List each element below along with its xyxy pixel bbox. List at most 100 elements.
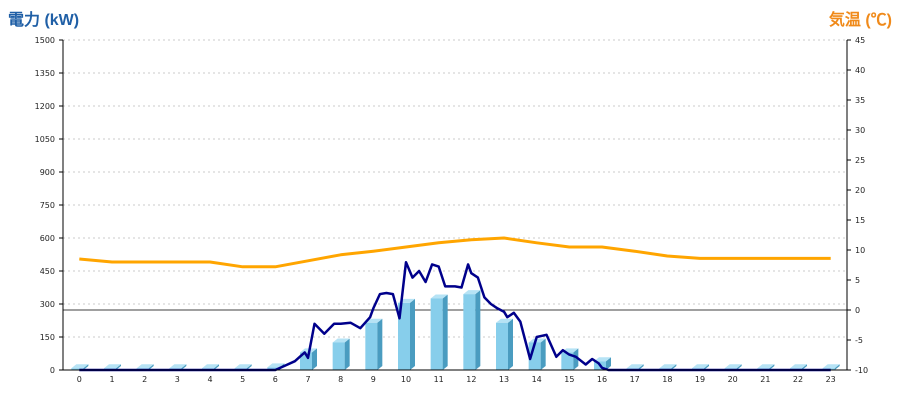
right-tick-label: -5 <box>855 336 863 345</box>
x-tick-label: 10 <box>401 375 411 384</box>
bar-top <box>757 364 775 369</box>
bar <box>463 294 476 370</box>
bar-side <box>214 364 219 370</box>
right-tick-label: 5 <box>855 276 860 285</box>
x-tick-label: 2 <box>142 375 147 384</box>
bar-top <box>234 364 252 369</box>
bar-top <box>692 364 709 369</box>
bar-side <box>181 364 187 370</box>
left-tick-label: 300 <box>40 300 55 309</box>
bar-top <box>169 364 187 369</box>
right-tick-label: 15 <box>855 216 865 225</box>
bar <box>496 322 508 370</box>
x-tick-label: 18 <box>662 375 672 384</box>
bar-side <box>671 364 677 370</box>
bar-top <box>463 290 481 295</box>
x-tick-label: 3 <box>175 375 180 384</box>
bar-series <box>71 290 840 370</box>
bar-top <box>71 364 89 369</box>
right-tick-label: 0 <box>855 306 860 315</box>
x-tick-label: 17 <box>630 375 640 384</box>
bar-side <box>573 348 579 370</box>
left-tick-label: 0 <box>50 366 55 375</box>
right-tick-label: 35 <box>855 96 865 105</box>
bar <box>267 367 280 370</box>
x-tick-label: 13 <box>499 375 509 384</box>
bar-top <box>104 364 121 369</box>
left-tick-label: 1500 <box>35 36 55 45</box>
bar-side <box>802 364 807 370</box>
bar-side <box>638 364 644 370</box>
bar-top <box>594 357 611 362</box>
left-tick-label: 150 <box>40 333 55 342</box>
left-tick-label: 750 <box>40 201 55 210</box>
bar-side <box>442 294 448 370</box>
bar-top <box>659 364 677 369</box>
bar <box>430 298 443 370</box>
x-tick-label: 0 <box>77 375 82 384</box>
x-tick-label: 6 <box>273 375 278 384</box>
bar-side <box>83 364 89 370</box>
bar-side <box>834 364 840 370</box>
bar-side <box>508 318 513 370</box>
x-tick-label: 16 <box>597 375 607 384</box>
left-tick-label: 1350 <box>35 69 55 78</box>
bar-top <box>790 364 807 369</box>
bar-top <box>626 364 644 369</box>
left-tick-label: 600 <box>40 234 55 243</box>
right-tick-label: 10 <box>855 246 865 255</box>
right-tick-label: 30 <box>855 126 865 135</box>
right-tick-label: 25 <box>855 156 865 165</box>
bar-side <box>475 290 481 370</box>
bar-side <box>116 364 121 370</box>
bar-top <box>496 318 513 323</box>
bar-side <box>148 364 154 370</box>
bar-side <box>312 348 317 370</box>
x-tick-label: 21 <box>760 375 770 384</box>
bar <box>71 368 84 370</box>
bar-top <box>332 338 350 343</box>
right-axis-title: 気温 (℃) <box>828 12 892 29</box>
bar <box>332 342 345 370</box>
bar-top <box>267 363 285 368</box>
bar <box>561 352 574 370</box>
x-tick-label: 8 <box>338 375 343 384</box>
bar <box>528 342 541 370</box>
x-tick-label: 23 <box>826 375 836 384</box>
right-tick-label: 20 <box>855 186 865 195</box>
x-tick-label: 11 <box>434 375 444 384</box>
left-tick-label: 900 <box>40 168 55 177</box>
x-tick-label: 15 <box>564 375 574 384</box>
right-tick-label: -10 <box>855 366 868 375</box>
bar <box>365 322 378 370</box>
line-series <box>79 236 831 372</box>
temperature-line <box>79 236 831 269</box>
left-tick-label: 1050 <box>35 135 55 144</box>
x-tick-label: 20 <box>728 375 738 384</box>
x-tick-label: 14 <box>532 375 542 384</box>
x-tick-label: 22 <box>793 375 803 384</box>
bar-top <box>430 294 448 299</box>
bar-top <box>202 364 219 369</box>
bar <box>398 302 410 370</box>
gridlines <box>63 39 847 338</box>
bar-top <box>822 364 840 369</box>
bar-top <box>365 318 383 323</box>
x-tick-label: 7 <box>305 375 310 384</box>
axes: 01503004506007509001050120013501500-10-5… <box>35 36 868 384</box>
left-axis-title: 電力 (kW) <box>8 12 80 29</box>
bar-side <box>377 318 383 370</box>
x-tick-label: 4 <box>207 375 212 384</box>
x-tick-label: 1 <box>109 375 114 384</box>
x-tick-label: 19 <box>695 375 705 384</box>
bar-side <box>606 357 611 370</box>
x-tick-label: 12 <box>466 375 476 384</box>
x-tick-label: 9 <box>371 375 376 384</box>
left-tick-label: 450 <box>40 267 55 276</box>
bar-side <box>344 338 350 370</box>
right-tick-label: 40 <box>855 66 865 75</box>
bar-side <box>704 364 709 370</box>
bar-top <box>136 364 154 369</box>
bar-side <box>246 364 252 370</box>
